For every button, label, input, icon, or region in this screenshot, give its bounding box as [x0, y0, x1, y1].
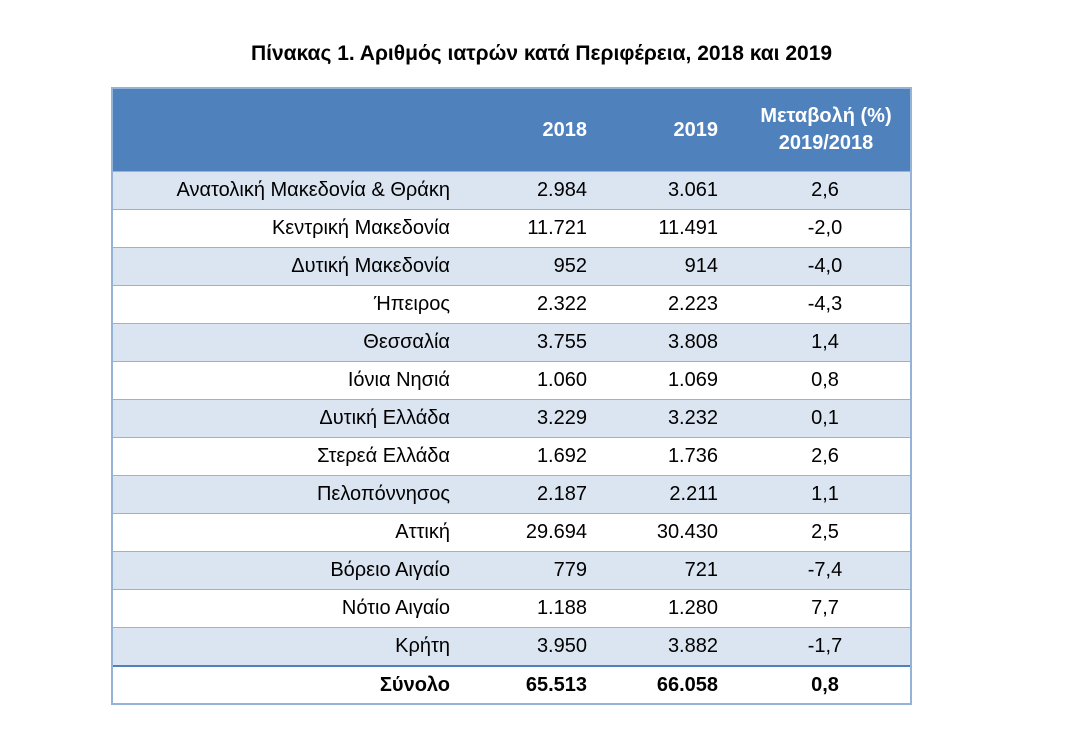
cell-region: Δυτική Ελλάδα — [319, 407, 450, 429]
cell-2019: 914 — [684, 255, 718, 277]
table-row: Κρήτη 3.950 3.882 -1,7 — [113, 627, 910, 665]
cell-region: Ιόνια Νησιά — [347, 369, 450, 391]
cell-2018: 29.694 — [525, 521, 587, 543]
cell-region: Δυτική Μακεδονία — [291, 255, 450, 277]
total-2019: 66.058 — [656, 673, 718, 696]
cell-change: -4,3 — [807, 293, 843, 315]
cell-2019: 1.069 — [667, 369, 718, 391]
cell-change: -1,7 — [807, 635, 843, 657]
cell-region: Κεντρική Μακεδονία — [271, 217, 450, 239]
table-total-row: Σύνολο 65.513 66.058 0,8 — [113, 665, 910, 703]
cell-2019: 1.280 — [667, 597, 718, 619]
cell-2019: 3.882 — [667, 635, 718, 657]
cell-2019: 3.061 — [667, 179, 718, 201]
table-title: Πίνακας 1. Αριθμός ιατρών κατά Περιφέρει… — [250, 42, 833, 65]
cell-region: Κρήτη — [395, 635, 450, 657]
cell-change: 7,7 — [811, 597, 839, 619]
cell-region: Στερεά Ελλάδα — [317, 445, 450, 467]
cell-change: -7,4 — [807, 559, 843, 581]
cell-region: Ήπειρος — [373, 293, 450, 315]
header-2018: 2018 — [542, 118, 588, 141]
table-row: Αττική 29.694 30.430 2,5 — [113, 513, 910, 551]
cell-2019: 3.808 — [667, 331, 718, 353]
table-row: Πελοπόννησος 2.187 2.211 1,1 — [113, 475, 910, 513]
cell-change: 0,1 — [811, 407, 839, 429]
total-change: 0,8 — [811, 673, 839, 696]
cell-2019: 1.736 — [667, 445, 718, 467]
cell-2018: 3.950 — [536, 635, 587, 657]
cell-2018: 2.322 — [536, 293, 587, 315]
cell-change: 0,8 — [811, 369, 839, 391]
cell-change: 2,6 — [811, 179, 839, 201]
table-row: Νότιο Αιγαίο 1.188 1.280 7,7 — [113, 589, 910, 627]
cell-2018: 1.060 — [536, 369, 587, 391]
header-change-line1: Μεταβολή (%) — [760, 105, 892, 127]
cell-2018: 11.721 — [527, 217, 587, 239]
cell-2018: 1.692 — [536, 445, 587, 467]
cell-change: 2,5 — [811, 521, 839, 543]
cell-2018: 2.187 — [536, 483, 587, 505]
cell-region: Βόρειο Αιγαίο — [330, 559, 450, 581]
table-row: Ιόνια Νησιά 1.060 1.069 0,8 — [113, 361, 910, 399]
header-2019: 2019 — [673, 118, 719, 141]
cell-2019: 2.211 — [669, 483, 718, 505]
cell-2019: 2.223 — [667, 293, 718, 315]
total-2018: 65.513 — [525, 673, 587, 696]
cell-change: 2,6 — [811, 445, 839, 467]
doctors-by-region-table: 2018 2019 Μεταβολή (%) 2019/2018 Ανατολι… — [111, 87, 912, 705]
cell-2019: 3.232 — [667, 407, 718, 429]
cell-region: Νότιο Αιγαίο — [341, 597, 450, 619]
cell-region: Αττική — [395, 521, 450, 543]
table-row: Δυτική Ελλάδα 3.229 3.232 0,1 — [113, 399, 910, 437]
table-row: Στερεά Ελλάδα 1.692 1.736 2,6 — [113, 437, 910, 475]
cell-region: Ανατολική Μακεδονία & Θράκη — [176, 179, 451, 201]
total-label: Σύνολο — [379, 673, 450, 696]
table-row: Κεντρική Μακεδονία 11.721 11.491 -2,0 — [113, 209, 910, 247]
cell-2019: 30.430 — [656, 521, 718, 543]
cell-2019: 721 — [684, 559, 718, 581]
cell-change: -4,0 — [807, 255, 843, 277]
cell-change: 1,4 — [811, 331, 839, 353]
cell-change: -2,0 — [807, 217, 843, 239]
header-change: Μεταβολή (%) 2019/2018 — [718, 103, 910, 157]
cell-2018: 952 — [553, 255, 587, 277]
table-row: Ήπειρος 2.322 2.223 -4,3 — [113, 285, 910, 323]
header-change-line2: 2019/2018 — [778, 132, 874, 154]
table-body: Ανατολική Μακεδονία & Θράκη 2.984 3.061 2,6… — [113, 171, 910, 665]
cell-2018: 779 — [553, 559, 587, 581]
table-header-row: 2018 2019 Μεταβολή (%) 2019/2018 — [113, 89, 910, 171]
table-row: Δυτική Μακεδονία 952 914 -4,0 — [113, 247, 910, 285]
cell-region: Θεσσαλία — [363, 331, 450, 353]
cell-2018: 3.755 — [536, 331, 587, 353]
cell-2018: 1.188 — [536, 597, 587, 619]
cell-change: 1,1 — [811, 483, 839, 505]
table-row: Ανατολική Μακεδονία & Θράκη 2.984 3.061 2,6 — [113, 171, 910, 209]
table-row: Θεσσαλία 3.755 3.808 1,4 — [113, 323, 910, 361]
cell-2018: 3.229 — [536, 407, 587, 429]
cell-region: Πελοπόννησος — [316, 483, 450, 505]
cell-2019: 11.491 — [658, 217, 718, 239]
cell-2018: 2.984 — [536, 179, 587, 201]
table-row: Βόρειο Αιγαίο 779 721 -7,4 — [113, 551, 910, 589]
